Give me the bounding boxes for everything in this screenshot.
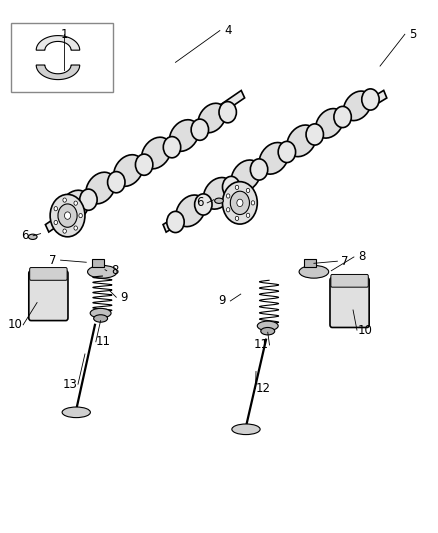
FancyBboxPatch shape bbox=[331, 274, 368, 287]
Text: 11: 11 bbox=[96, 335, 111, 348]
Ellipse shape bbox=[62, 407, 90, 418]
Circle shape bbox=[226, 208, 230, 212]
Ellipse shape bbox=[343, 91, 371, 120]
Circle shape bbox=[230, 191, 250, 215]
Circle shape bbox=[235, 185, 239, 190]
Ellipse shape bbox=[259, 142, 289, 174]
Circle shape bbox=[223, 182, 257, 224]
Polygon shape bbox=[163, 91, 387, 232]
Circle shape bbox=[219, 102, 237, 123]
Text: 9: 9 bbox=[120, 291, 128, 304]
Ellipse shape bbox=[231, 160, 261, 192]
Circle shape bbox=[54, 220, 57, 224]
Text: 10: 10 bbox=[357, 324, 372, 337]
Ellipse shape bbox=[86, 172, 115, 204]
Text: 8: 8 bbox=[358, 251, 365, 263]
Text: 6: 6 bbox=[196, 196, 203, 209]
Circle shape bbox=[63, 229, 67, 233]
Ellipse shape bbox=[198, 103, 226, 133]
Circle shape bbox=[163, 136, 181, 158]
Circle shape bbox=[235, 216, 239, 221]
Text: 10: 10 bbox=[8, 318, 23, 332]
Circle shape bbox=[251, 201, 254, 205]
Ellipse shape bbox=[88, 265, 117, 278]
Ellipse shape bbox=[28, 234, 37, 239]
Ellipse shape bbox=[204, 177, 233, 209]
Bar bbox=[92, 259, 104, 266]
Text: 4: 4 bbox=[224, 24, 231, 37]
Ellipse shape bbox=[60, 190, 89, 222]
Polygon shape bbox=[36, 36, 80, 50]
Text: 8: 8 bbox=[111, 264, 118, 277]
Ellipse shape bbox=[141, 137, 171, 169]
Circle shape bbox=[79, 214, 82, 217]
Circle shape bbox=[362, 89, 379, 110]
Circle shape bbox=[58, 204, 77, 227]
Text: 7: 7 bbox=[342, 255, 349, 268]
Circle shape bbox=[237, 199, 243, 207]
Ellipse shape bbox=[176, 195, 205, 227]
Circle shape bbox=[306, 124, 323, 145]
Circle shape bbox=[246, 213, 250, 217]
Circle shape bbox=[194, 194, 212, 215]
Circle shape bbox=[223, 176, 240, 198]
Circle shape bbox=[50, 195, 85, 237]
Circle shape bbox=[246, 188, 250, 192]
Ellipse shape bbox=[232, 424, 260, 434]
FancyBboxPatch shape bbox=[330, 278, 369, 327]
Circle shape bbox=[191, 119, 208, 140]
Circle shape bbox=[54, 207, 57, 211]
Ellipse shape bbox=[316, 109, 343, 138]
Ellipse shape bbox=[257, 321, 278, 330]
Circle shape bbox=[334, 107, 351, 127]
Circle shape bbox=[251, 159, 268, 180]
Bar bbox=[11, 22, 113, 92]
Circle shape bbox=[74, 226, 78, 230]
Circle shape bbox=[74, 201, 78, 205]
Text: 9: 9 bbox=[219, 294, 226, 308]
Circle shape bbox=[64, 212, 71, 219]
Polygon shape bbox=[46, 91, 245, 232]
Text: 11: 11 bbox=[254, 338, 269, 351]
Text: 5: 5 bbox=[409, 28, 417, 41]
Ellipse shape bbox=[299, 265, 328, 278]
Ellipse shape bbox=[261, 327, 275, 335]
Text: 12: 12 bbox=[256, 382, 271, 395]
Circle shape bbox=[135, 154, 153, 175]
FancyBboxPatch shape bbox=[30, 268, 67, 280]
Circle shape bbox=[108, 172, 125, 193]
Text: 1: 1 bbox=[61, 28, 68, 41]
Text: 7: 7 bbox=[49, 254, 57, 266]
Circle shape bbox=[278, 141, 296, 163]
Ellipse shape bbox=[287, 125, 316, 157]
Polygon shape bbox=[36, 65, 80, 79]
Ellipse shape bbox=[215, 198, 223, 204]
Circle shape bbox=[63, 198, 67, 202]
Ellipse shape bbox=[90, 309, 111, 318]
Text: 6: 6 bbox=[21, 229, 29, 242]
Circle shape bbox=[167, 212, 184, 232]
Ellipse shape bbox=[170, 120, 199, 151]
Ellipse shape bbox=[114, 155, 143, 187]
Circle shape bbox=[80, 189, 97, 211]
FancyBboxPatch shape bbox=[29, 271, 68, 320]
Ellipse shape bbox=[94, 315, 108, 322]
Circle shape bbox=[226, 194, 230, 198]
Bar bbox=[304, 259, 317, 266]
Text: 13: 13 bbox=[63, 378, 78, 391]
Circle shape bbox=[52, 206, 71, 229]
